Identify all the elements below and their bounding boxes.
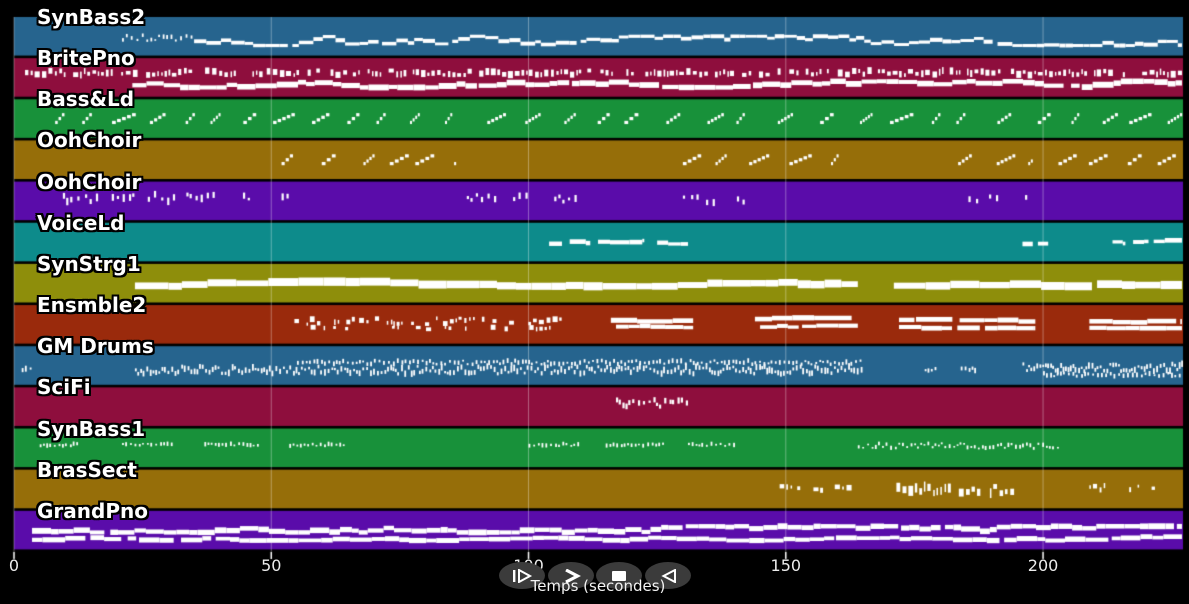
track-label: Ensmble2 xyxy=(37,293,147,318)
fast-forward-icon xyxy=(560,568,582,583)
x-axis-label: Temps (secondes) xyxy=(530,577,666,595)
rewind-icon xyxy=(657,568,679,583)
track-label: BritePno xyxy=(37,46,135,71)
x-tick-label: 150 xyxy=(770,556,802,575)
track-label: OohChoir xyxy=(37,169,142,194)
play-icon xyxy=(511,568,533,583)
play-button[interactable] xyxy=(499,562,545,589)
track-label: VoiceLd xyxy=(37,210,125,235)
x-tick-label: 0 xyxy=(8,556,20,575)
track-label: Bass&Ld xyxy=(37,87,135,112)
stop-icon xyxy=(608,569,630,583)
rewind-button[interactable] xyxy=(645,562,691,589)
x-tick-label: 50 xyxy=(261,556,282,575)
track-label: OohChoir xyxy=(37,128,142,153)
x-tick-label: 200 xyxy=(1027,556,1059,575)
track-label: SciFi xyxy=(37,375,91,400)
track-label: GM Drums xyxy=(37,334,154,359)
stop-button[interactable] xyxy=(596,562,642,589)
track-label: SynBass1 xyxy=(37,416,146,441)
track-label: SynBass2 xyxy=(37,5,146,29)
track-label: BrasSect xyxy=(37,457,137,482)
track-label: GrandPno xyxy=(37,498,148,523)
fast-forward-button[interactable] xyxy=(548,562,594,589)
track-label: SynStrg1 xyxy=(37,251,141,276)
